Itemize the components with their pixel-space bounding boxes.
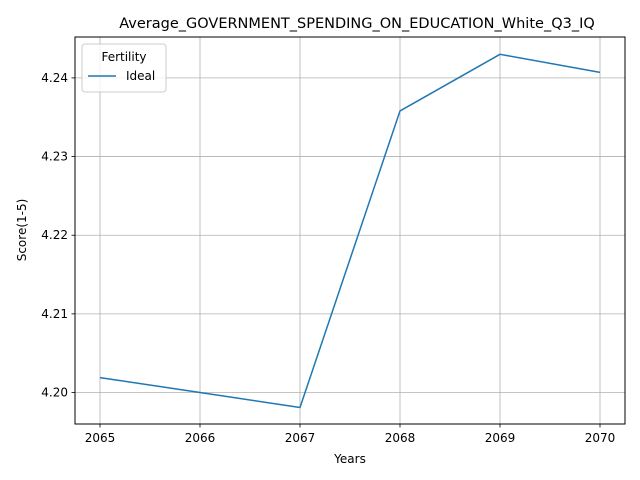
legend-title: Fertility — [101, 50, 146, 64]
y-axis: 4.20 4.21 4.22 4.23 4.24 — [41, 71, 75, 400]
series-group — [99, 53, 601, 409]
y-tick-label: 4.24 — [41, 71, 68, 85]
x-tick-label: 2070 — [585, 431, 616, 445]
x-tick-label: 2069 — [485, 431, 516, 445]
legend: Fertility Ideal — [81, 43, 167, 93]
x-tick-label: 2068 — [385, 431, 416, 445]
legend-frame — [81, 43, 167, 93]
x-axis: 2065 2066 2067 2068 2069 2070 — [85, 424, 616, 445]
y-tick-label: 4.20 — [41, 386, 68, 400]
plot-area-frame — [74, 36, 626, 425]
x-axis-label: Years — [333, 452, 366, 466]
y-tick-label: 4.21 — [41, 307, 68, 321]
legend-label-ideal: Ideal — [126, 69, 155, 83]
x-tick-label: 2065 — [85, 431, 116, 445]
chart-title: Average_GOVERNMENT_SPENDING_ON_EDUCATION… — [119, 16, 595, 32]
y-tick-label: 4.22 — [41, 228, 68, 242]
y-tick-label: 4.23 — [41, 150, 68, 164]
x-tick-label: 2067 — [285, 431, 316, 445]
series-line-ideal — [99, 53, 601, 409]
y-axis-label: Score(1-5) — [15, 199, 29, 262]
x-tick-label: 2066 — [185, 431, 216, 445]
grid — [75, 37, 625, 424]
